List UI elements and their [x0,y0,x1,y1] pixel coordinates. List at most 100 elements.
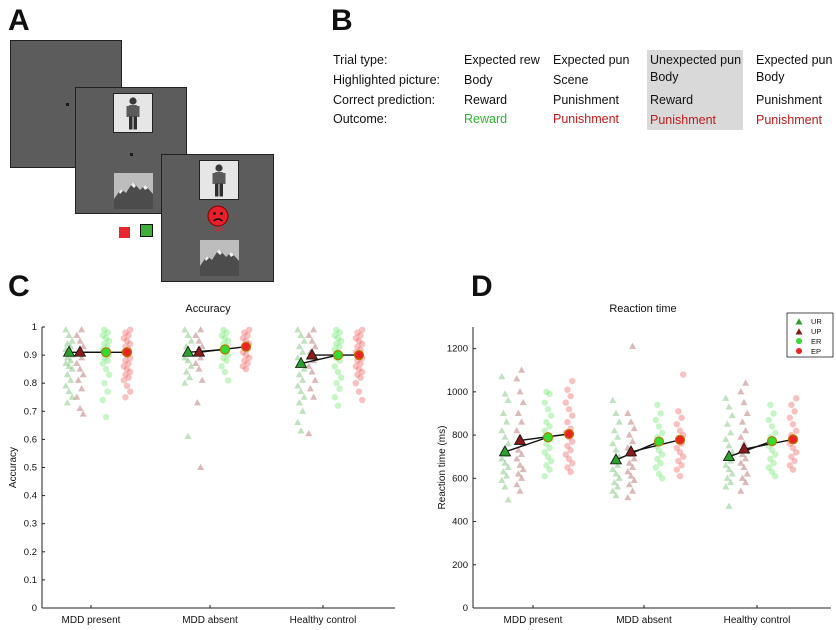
mean-marker [305,348,319,360]
data-point [65,387,73,395]
mean-marker [294,356,308,368]
data-point [125,360,132,367]
data-point [569,377,576,385]
data-point [99,360,107,367]
mean-marker [624,445,638,457]
data-point [548,457,555,465]
y-tick-label: 0.6 [24,434,37,445]
data-point [104,329,111,336]
data-point [299,348,307,355]
prediction-screen [75,87,187,214]
data-point [743,470,751,477]
trial-type-cell: Expected pun [756,53,833,67]
data-point [770,459,777,467]
data-point [791,408,798,415]
data-point [625,431,633,438]
data-point [241,329,248,336]
data-point [543,418,550,426]
body-silhouette-icon [200,161,238,199]
data-point [722,435,730,442]
data-point [333,340,340,348]
x-tick-label: MDD absent [182,615,238,626]
data-point [79,410,87,417]
data-point [610,478,618,486]
y-tick-label: 800 [452,430,468,441]
data-point [569,412,576,419]
data-point [294,354,302,361]
mean-marker [121,347,133,358]
y-tick-label: 0 [32,603,37,614]
data-point [786,414,793,421]
data-point [73,359,81,367]
data-point [336,329,343,336]
data-point [564,418,571,426]
legend-marker [796,338,802,344]
prediction-cell: Reward [650,93,694,107]
data-point [548,412,555,419]
data-point [334,368,342,376]
mean-marker [563,428,575,440]
data-point [725,403,733,410]
data-point [565,405,573,413]
mean-marker [498,445,512,457]
data-point [767,455,774,463]
data-point [198,376,206,383]
data-point [737,433,745,440]
data-point [311,376,319,383]
mean-marker [737,442,751,454]
data-point [546,423,553,430]
data-point [294,326,302,333]
data-point [546,444,553,452]
scene-picture [113,172,154,210]
data-point [67,356,75,364]
data-point [544,405,552,413]
data-point [789,466,797,473]
mean-connector-line [630,439,681,453]
data-point [241,357,248,364]
data-point [673,466,680,473]
data-point [184,331,192,338]
data-point [767,401,774,409]
data-point [765,464,772,471]
data-point [543,462,550,469]
data-point [612,470,620,477]
data-point [519,465,527,473]
y-tick-label: 0.3 [24,519,37,530]
legend-box [786,312,834,358]
data-point [501,483,509,490]
data-point [630,455,638,462]
data-point [299,376,307,383]
data-point [331,394,338,401]
data-point [355,388,363,395]
data-point [676,449,684,456]
y-tick-label: 1000 [447,387,468,398]
data-point [184,432,192,440]
data-point [333,326,340,334]
data-point [518,366,526,373]
data-point [567,392,574,400]
data-point [768,468,776,476]
legend-marker [795,318,803,325]
picture-cell: Body [756,70,785,84]
data-point [678,414,685,421]
mean-marker [240,341,252,352]
data-point [772,451,779,458]
data-point [220,354,227,362]
data-point [725,442,733,449]
data-point [675,457,682,465]
x-tick-label: MDD present [504,615,563,626]
data-point [793,449,800,456]
series-er [541,388,779,482]
data-point [499,409,507,416]
data-point [331,332,338,339]
data-point [793,427,800,434]
data-point [546,466,553,473]
data-point [518,474,526,481]
data-point [544,453,552,460]
x-tick-label: MDD absent [616,615,672,626]
data-point [789,421,797,428]
data-point [499,468,507,475]
data-point [615,418,623,425]
data-point [612,446,620,453]
